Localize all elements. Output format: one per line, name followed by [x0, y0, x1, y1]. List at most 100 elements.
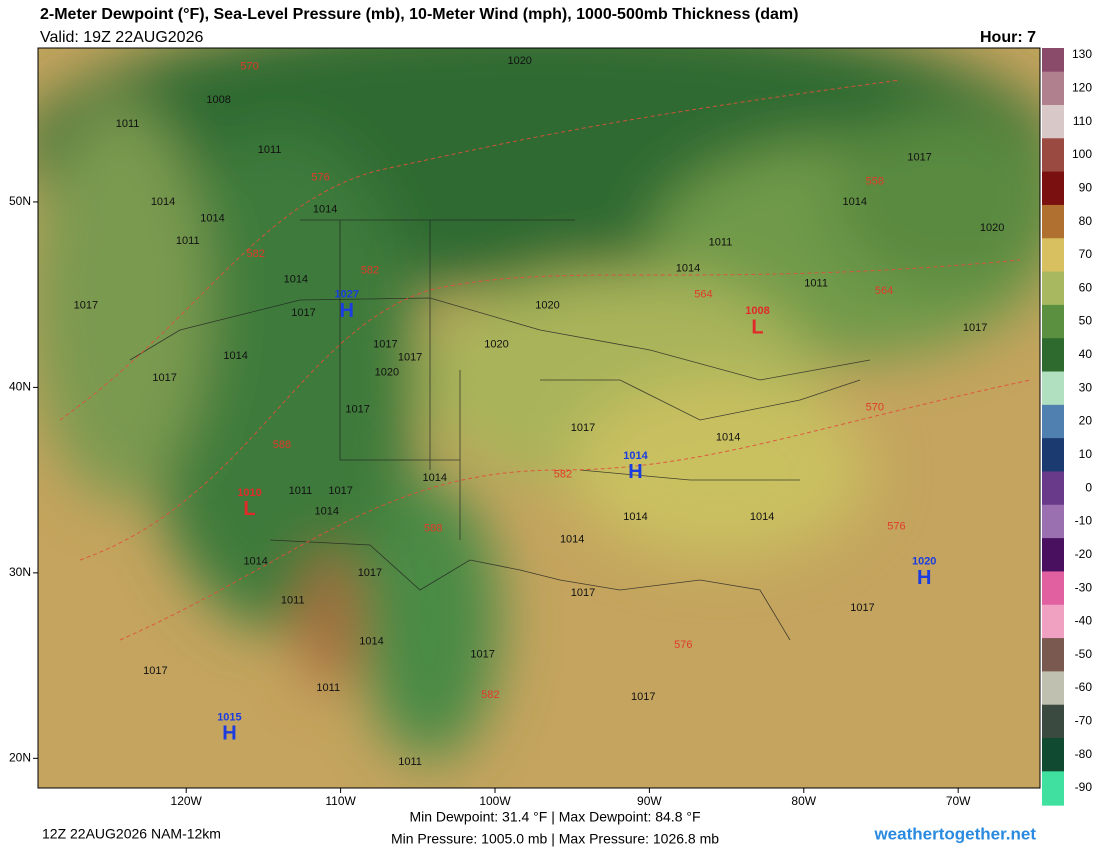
- colorbar-label: 40: [1079, 347, 1093, 361]
- colorbar-label: -90: [1075, 780, 1093, 794]
- isobar-label: 1017: [373, 339, 397, 351]
- isobar-label: 1017: [631, 691, 655, 703]
- thickness-label: 582: [247, 248, 265, 260]
- isobar-label: 1014: [284, 274, 308, 286]
- isobar-label: 1008: [206, 94, 230, 106]
- colorbar-label: 50: [1079, 314, 1093, 328]
- colorbar-label: -50: [1075, 647, 1093, 661]
- thickness-label: 564: [694, 289, 712, 301]
- colorbar-label: -80: [1075, 747, 1093, 761]
- lat-tick-label: 30N: [9, 565, 31, 579]
- colorbar-segment: [1042, 471, 1064, 506]
- colorbar-label: 10: [1079, 447, 1093, 461]
- colorbar-label: 130: [1072, 47, 1092, 61]
- isobar-label: 1014: [313, 203, 337, 215]
- isobar-label: 1014: [223, 350, 247, 362]
- isobar-label: 1011: [176, 235, 200, 247]
- thickness-label: 564: [875, 285, 893, 297]
- colorbar-segment: [1042, 738, 1064, 773]
- isobar-label: 1014: [423, 472, 447, 484]
- isobar-label: 1017: [398, 352, 422, 364]
- colorbar-label: 20: [1079, 414, 1093, 428]
- colorbar-segment: [1042, 204, 1064, 240]
- isobar-label: 1014: [716, 431, 740, 443]
- thickness-label: 582: [481, 689, 499, 701]
- colorbar-label: -10: [1075, 514, 1093, 528]
- colorbar-segment: [1042, 604, 1064, 640]
- colorbar-segment: [1042, 304, 1064, 340]
- lat-tick-label: 40N: [9, 380, 31, 394]
- map-background: [38, 48, 1040, 788]
- isobar-label: 1014: [200, 213, 224, 225]
- isobar-label: 1017: [907, 151, 931, 163]
- thickness-label: 588: [424, 522, 442, 534]
- colorbar-segment: [1042, 104, 1064, 140]
- lon-tick-label: 100W: [479, 794, 511, 808]
- pressure-center-value: 1010: [237, 487, 261, 499]
- colorbar-segment: [1042, 771, 1064, 806]
- colorbar-segment: [1042, 438, 1064, 473]
- colorbar-label: 70: [1079, 247, 1093, 261]
- isobar-label: 1011: [398, 756, 422, 768]
- pressure-center-value: 1015: [217, 711, 241, 723]
- isobar-label: 1017: [963, 322, 987, 334]
- isobar-label: 1014: [243, 556, 267, 568]
- lon-tick-label: 90W: [637, 794, 662, 808]
- isobar-label: 1014: [623, 511, 647, 523]
- colorbar-segment: [1042, 338, 1064, 373]
- isobar-label: 1017: [291, 307, 315, 319]
- dewpoint-range: Min Dewpoint: 31.4 °F | Max Dewpoint: 84…: [409, 809, 700, 825]
- colorbar-segment: [1042, 371, 1064, 406]
- lat-tick-label: 50N: [9, 194, 31, 208]
- colorbar-label: 0: [1085, 480, 1092, 494]
- thickness-label: 570: [866, 402, 884, 414]
- colorbar-label: -40: [1075, 614, 1093, 628]
- colorbar-segment: [1042, 71, 1064, 106]
- isobar-label: 1011: [804, 277, 828, 289]
- thickness-label: 570: [240, 60, 258, 72]
- colorbar-label: -30: [1075, 580, 1093, 594]
- pressure-range: Min Pressure: 1005.0 mb | Max Pressure: …: [391, 831, 719, 847]
- isobar-label: 1011: [316, 682, 340, 694]
- lon-tick-label: 70W: [946, 794, 971, 808]
- colorbar-segment: [1042, 238, 1064, 273]
- isobar-label: 1014: [359, 635, 383, 647]
- isobar-label: 1017: [328, 485, 352, 497]
- lon-tick-label: 120W: [171, 794, 203, 808]
- isobar-label: 1017: [850, 602, 874, 614]
- pressure-center-value: 1008: [745, 305, 769, 317]
- colorbar-segment: [1042, 571, 1064, 606]
- colorbar-label: -20: [1075, 547, 1093, 561]
- isobar-label: 1017: [143, 665, 167, 677]
- pressure-center-letter: L: [243, 498, 255, 520]
- isobar-label: 1017: [345, 404, 369, 416]
- isobar-label: 1011: [289, 485, 313, 497]
- colorbar-label: 100: [1072, 147, 1092, 161]
- colorbar-label: 80: [1079, 214, 1093, 228]
- isobar-label: 1020: [507, 55, 531, 67]
- forecast-hour: Hour: 7: [980, 29, 1036, 46]
- isobar-label: 1011: [116, 118, 140, 130]
- isobar-label: 1017: [152, 372, 176, 384]
- isobar-label: 1017: [571, 587, 595, 599]
- colorbar-segment: [1042, 138, 1064, 173]
- thickness-label: 582: [361, 264, 379, 276]
- isobar-label: 1017: [74, 300, 98, 312]
- thickness-label: 576: [674, 639, 692, 651]
- colorbar-label: 60: [1079, 280, 1093, 294]
- lon-tick-label: 80W: [791, 794, 816, 808]
- site-link[interactable]: weathertogether.net: [873, 824, 1036, 843]
- colorbar-segment: [1042, 404, 1064, 440]
- isobar-label: 1020: [484, 339, 508, 351]
- isobar-label: 1011: [709, 237, 733, 249]
- pressure-center-letter: H: [340, 300, 354, 322]
- isobar-label: 1020: [980, 222, 1004, 234]
- colorbar-label: 110: [1073, 114, 1092, 128]
- isobar-label: 1020: [375, 366, 399, 378]
- colorbar-label: 30: [1079, 380, 1093, 394]
- colorbar-segment: [1042, 704, 1064, 740]
- colorbar-segment: [1042, 538, 1064, 573]
- colorbar-label: 90: [1079, 180, 1093, 194]
- isobar-label: 1014: [750, 511, 774, 523]
